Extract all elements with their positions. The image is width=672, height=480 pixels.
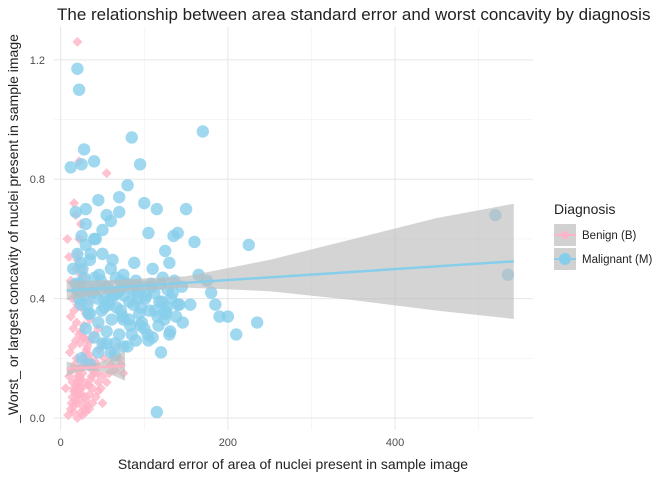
malignant-point: [77, 143, 91, 156]
malignant-point: [81, 298, 94, 311]
malignant-point: [79, 217, 92, 231]
malignant-point: [97, 301, 111, 314]
y-tick-label: 0.8: [30, 174, 45, 186]
malignant-point: [100, 325, 113, 338]
malignant-point: [221, 310, 235, 323]
x-axis-title: Standard error of area of nuclei present…: [118, 456, 468, 472]
malignant-point: [79, 202, 92, 216]
malignant-point: [110, 301, 123, 314]
legend-label: Malignant (M): [582, 254, 652, 266]
benign-point: [90, 392, 101, 403]
malignant-point: [75, 158, 88, 171]
malignant-point: [163, 328, 176, 341]
malignant-point: [133, 158, 147, 171]
y-tick-label: 0.4: [30, 294, 45, 306]
malignant-point: [71, 247, 84, 261]
malignant-point: [188, 235, 201, 249]
malignant-point: [87, 232, 101, 246]
malignant-point: [71, 62, 84, 75]
malignant-point: [158, 313, 171, 326]
malignant-point: [96, 223, 109, 237]
benign-point: [83, 380, 94, 391]
malignant-point: [179, 202, 193, 216]
malignant-point: [250, 316, 264, 329]
malignant-point: [150, 405, 164, 419]
malignant-point: [163, 256, 176, 270]
x-tick-label: 400: [386, 437, 404, 449]
malignant-point: [176, 316, 189, 329]
benign-point: [72, 36, 83, 47]
malignant-point: [146, 262, 159, 275]
benign-point: [101, 168, 112, 179]
x-tick-label: 0: [58, 437, 64, 449]
benign-point: [76, 389, 87, 400]
malignant-point: [69, 205, 82, 219]
malignant-point: [79, 322, 92, 335]
benign-point: [86, 371, 97, 382]
malignant-point: [104, 214, 118, 228]
benign-point: [69, 198, 80, 209]
malignant-point: [148, 304, 162, 317]
malignant-point: [100, 337, 113, 350]
malignant-point: [142, 334, 155, 347]
benign-point: [101, 377, 112, 388]
malignant-point: [171, 226, 184, 240]
y-axis-title: _Worst_ or largest concavity of nuclei p…: [5, 34, 21, 424]
malignant-point: [173, 298, 186, 311]
malignant-point: [92, 316, 105, 329]
malignant-point: [121, 179, 134, 192]
y-tick-label: 0.0: [30, 413, 45, 425]
malignant-point: [133, 319, 147, 332]
legend-label: Benign (B): [582, 230, 637, 242]
malignant-point: [166, 286, 179, 299]
malignant-point: [113, 205, 126, 219]
malignant-point: [64, 161, 77, 174]
y-tick-label: 1.2: [30, 55, 45, 67]
malignant-point: [142, 226, 155, 240]
benign-point: [62, 233, 73, 244]
malignant-point: [125, 328, 138, 341]
benign-point: [97, 398, 108, 409]
malignant-point: [87, 155, 101, 168]
legend-circle-icon: [559, 253, 571, 265]
malignant-confidence-band: [66, 203, 514, 319]
malignant-point: [92, 346, 105, 359]
benign-point: [71, 317, 82, 328]
malignant-point: [138, 196, 151, 210]
malignant-point: [67, 262, 80, 275]
malignant-point: [158, 244, 172, 258]
malignant-point: [154, 346, 168, 359]
malignant-point: [123, 295, 136, 308]
legend-diamond-icon: [560, 230, 570, 240]
benign-point: [63, 410, 74, 421]
benign-confidence-band: [66, 350, 126, 381]
malignant-point: [230, 328, 243, 341]
malignant-point: [158, 304, 172, 317]
malignant-point: [138, 292, 152, 305]
benign-point: [72, 371, 83, 382]
benign-trend-line: [66, 364, 126, 371]
malignant-point: [184, 298, 197, 311]
legend-title: Diagnosis: [554, 201, 615, 217]
malignant-point: [196, 125, 209, 138]
x-tick-label: 200: [219, 437, 237, 449]
malignant-point: [204, 286, 218, 299]
malignant-point: [117, 313, 130, 326]
malignant-point: [117, 340, 130, 353]
malignant-point: [113, 190, 126, 204]
malignant-point: [105, 313, 118, 326]
malignant-point: [209, 298, 222, 311]
chart-title: The relationship between area standard e…: [57, 5, 650, 24]
malignant-point: [106, 253, 119, 267]
malignant-trend-line: [66, 260, 514, 292]
malignant-point: [242, 238, 255, 252]
malignant-point: [72, 83, 86, 96]
malignant-point: [150, 202, 164, 216]
malignant-point: [96, 247, 109, 261]
malignant-point: [125, 131, 138, 144]
malignant-point: [92, 193, 105, 207]
malignant-point: [128, 256, 141, 270]
benign-point: [60, 383, 71, 394]
